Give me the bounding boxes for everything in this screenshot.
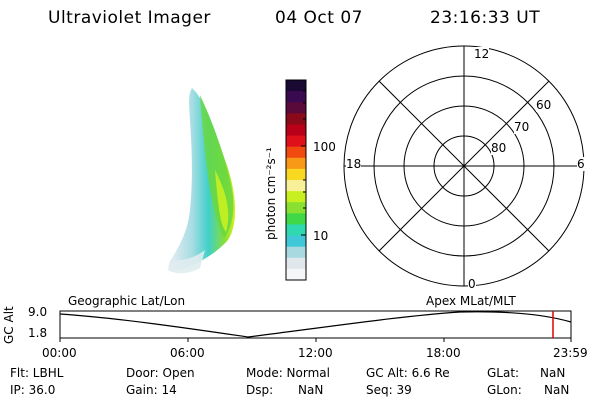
timeline-tick-2359: 23:59: [553, 346, 588, 360]
mlt-label-0: 0: [468, 277, 476, 291]
timeline-tick-0600: 06:00: [170, 346, 205, 360]
timeline-ymin: 1.8: [28, 326, 48, 340]
colorbar-segment: [286, 146, 306, 159]
colorbar-segment: [286, 268, 306, 281]
colorbar-segment: [286, 102, 306, 114]
timeline-tick-1800: 18:00: [426, 346, 461, 360]
app-title: Ultraviolet Imager: [48, 8, 211, 28]
colorbar-segment: [286, 91, 306, 103]
colorbar-segment: [286, 213, 306, 226]
glon-value: NaN: [544, 383, 570, 397]
timeline-ymax: 9.0: [28, 305, 48, 319]
colorbar-tick-10: 10: [313, 229, 329, 243]
apex-caption: Apex MLat/MLT: [426, 294, 516, 308]
gain-info: Gain: 14: [126, 383, 177, 397]
colorbar-segment: [286, 202, 306, 214]
filter-info: Flt: LBHL: [10, 366, 64, 380]
gc-alt-info: GC Alt: 6.6 Re: [366, 366, 450, 380]
colorbar-segment: [286, 135, 306, 148]
timeline-tick-1200: 12:00: [298, 346, 333, 360]
colorbar-segment: [286, 257, 306, 270]
timeline-tick-0000: 00:00: [42, 346, 77, 360]
colorbar-segment: [286, 224, 306, 237]
mode-info: Mode: Normal: [246, 366, 330, 380]
colorbar-segment: [286, 246, 306, 259]
colorbar-segment: [286, 191, 306, 203]
glon-label: GLon:: [487, 383, 522, 397]
glat-label: GLat:: [487, 366, 520, 380]
colorbar-segment: [286, 113, 306, 126]
glat-value: NaN: [540, 366, 566, 380]
lat-label-70: 70: [514, 120, 530, 134]
mlt-label-6: 6: [577, 157, 585, 171]
colorbar-segment: [286, 168, 306, 181]
ip-info: IP: 36.0: [10, 383, 56, 397]
geographic-caption: Geographic Lat/Lon: [68, 294, 186, 308]
colorbar-segment: [286, 235, 306, 248]
colorbar-segment: [286, 157, 306, 170]
colorbar-segment: [286, 124, 306, 137]
dsp-label: Dsp:: [246, 383, 274, 397]
colorbar-segment: [286, 80, 306, 92]
dsp-value: NaN: [298, 383, 324, 397]
door-info: Door: Open: [126, 366, 195, 380]
seq-info: Seq: 39: [366, 383, 412, 397]
timeline-ylabel: GC Alt: [2, 306, 16, 344]
date-label: 04 Oct 07: [275, 8, 363, 28]
colorbar-tick-100: 100: [313, 140, 336, 154]
mlt-label-18: 18: [346, 157, 362, 171]
time-label: 23:16:33 UT: [430, 8, 541, 28]
lat-label-60: 60: [536, 98, 552, 112]
lat-label-80: 80: [491, 141, 507, 155]
mlt-label-12: 12: [474, 47, 490, 61]
colorbar-segment: [286, 180, 306, 192]
